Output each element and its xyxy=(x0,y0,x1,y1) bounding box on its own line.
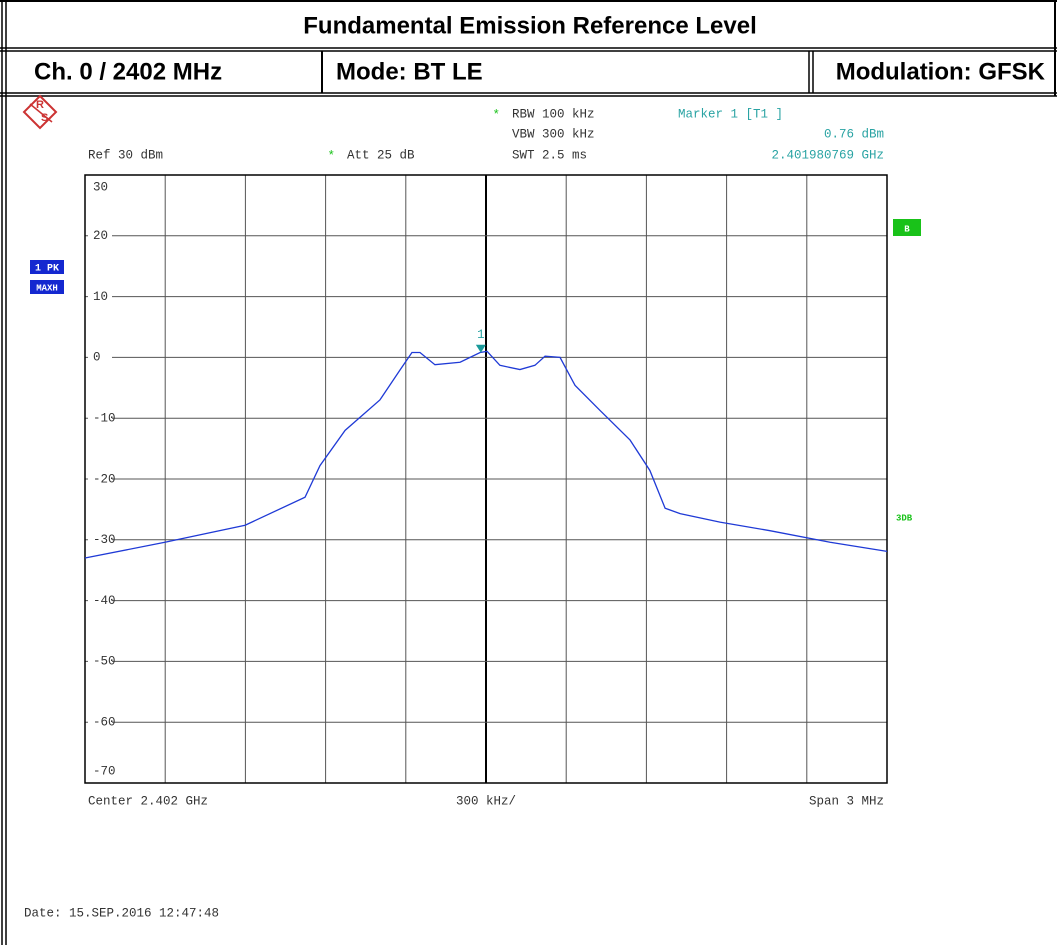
span: Span 3 MHz xyxy=(809,794,884,808)
y-tick-label: -10 xyxy=(93,411,116,425)
vbw: VBW 300 kHz xyxy=(512,127,595,141)
side-3db: 3DB xyxy=(896,513,913,523)
y-tick-label: 0 xyxy=(93,351,101,365)
tick-label-bg xyxy=(88,655,112,668)
trace-mode-box xyxy=(30,260,64,274)
tick-label-bg xyxy=(88,181,112,193)
y-tick-label: -50 xyxy=(93,655,116,669)
trace-mode: 1 PK xyxy=(35,264,59,275)
plot: 30 20 10 0 -10 -20 -30 -40 -50 -60 -70 1 xyxy=(84,174,888,784)
logo-r: R xyxy=(36,99,44,111)
y-tick-label: -40 xyxy=(93,594,116,608)
y-tick-label: 30 xyxy=(93,180,108,194)
side-b-box xyxy=(893,219,921,236)
report-title: Fundamental Emission Reference Level xyxy=(303,12,756,39)
side-b: B xyxy=(904,224,910,234)
tick-label-bg xyxy=(88,765,112,777)
y-tick-label: -30 xyxy=(93,533,116,547)
marker-level: 0.76 dBm xyxy=(824,127,884,141)
tick-label-bg xyxy=(88,290,112,303)
rbw-star: * xyxy=(492,108,500,122)
center-frequency: Center 2.402 GHz xyxy=(88,794,208,808)
trace xyxy=(84,350,888,559)
logo: R S xyxy=(22,94,58,130)
attenuation: Att 25 dB xyxy=(347,148,415,162)
trace-hold-box xyxy=(30,280,64,294)
mode: Mode: BT LE xyxy=(336,58,483,85)
marker-name: Marker 1 [T1 ] xyxy=(678,107,783,121)
tick-label-bg xyxy=(88,412,112,425)
tick-label-bg xyxy=(88,351,112,364)
channel: Ch. 0 / 2402 MHz xyxy=(34,58,222,85)
marker xyxy=(475,344,486,353)
plot-frame xyxy=(84,174,888,784)
modulation: Modulation: GFSK xyxy=(836,58,1046,85)
tick-label-bg xyxy=(88,473,112,485)
att-star: * xyxy=(327,149,335,163)
y-tick-label: 10 xyxy=(93,290,108,304)
marker-frequency: 2.401980769 GHz xyxy=(771,148,884,162)
tick-label-bg xyxy=(88,229,112,242)
date: Date: 15.SEP.2016 12:47:48 xyxy=(24,906,219,920)
y-tick-label: 20 xyxy=(93,229,108,243)
y-tick-label: -60 xyxy=(93,715,116,729)
y-tick-label: -70 xyxy=(93,764,116,778)
logo-s: S xyxy=(41,112,48,124)
y-tick-label: -20 xyxy=(93,472,116,486)
ref-level: Ref 30 dBm xyxy=(88,148,163,162)
marker-number: 1 xyxy=(477,328,485,342)
tick-label-bg xyxy=(88,594,112,607)
swt: SWT 2.5 ms xyxy=(512,148,587,162)
tick-label-bg xyxy=(88,716,112,729)
tick-label-bg xyxy=(88,533,112,546)
per-division: 300 kHz/ xyxy=(456,794,516,808)
trace-hold: MAXH xyxy=(36,283,58,293)
rbw: RBW 100 kHz xyxy=(512,107,595,121)
